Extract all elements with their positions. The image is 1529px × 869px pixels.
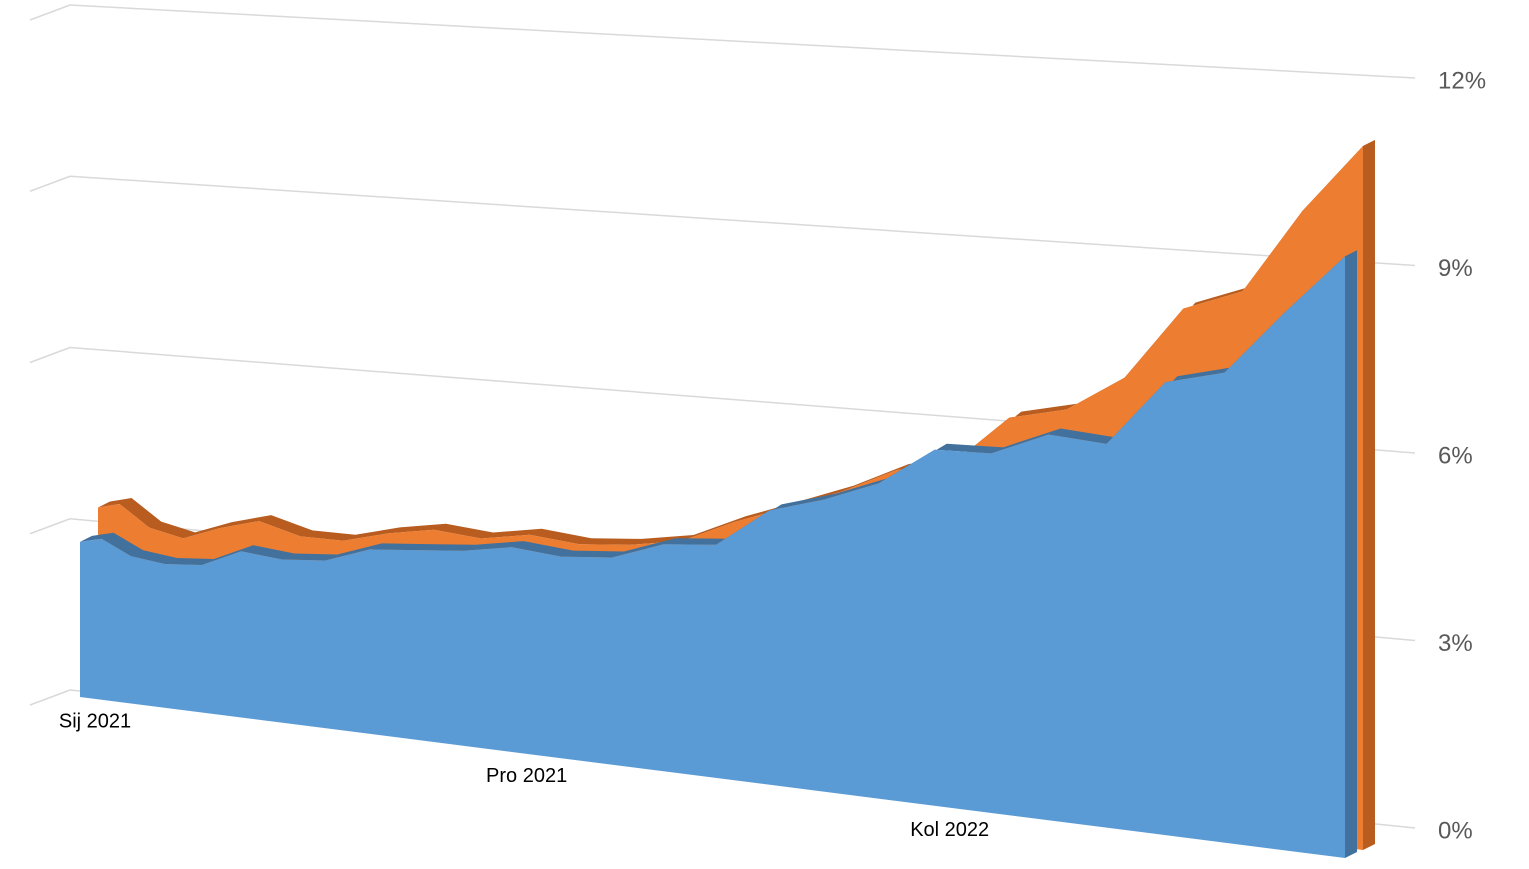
grid-stub — [29, 689, 71, 706]
x-tick-label: Sij 2021 — [59, 710, 131, 732]
grid-stub — [29, 4, 71, 21]
grid-stub — [29, 518, 71, 535]
grid-stub — [29, 175, 71, 192]
y-tick-label: 0% — [1438, 817, 1473, 844]
y-tick-label: 3% — [1438, 630, 1473, 657]
y-tick-label: 12% — [1438, 67, 1486, 94]
x-tick-label: Pro 2021 — [486, 765, 567, 787]
grid-line — [69, 4, 1416, 79]
grid-line — [69, 175, 1416, 267]
y-tick-label: 6% — [1438, 442, 1473, 469]
y-tick-label: 9% — [1438, 255, 1473, 282]
grid-stub — [29, 346, 71, 364]
x-tick-label: Kol 2022 — [910, 819, 989, 841]
area — [80, 256, 1345, 858]
area-side — [1363, 140, 1375, 850]
area-side — [1345, 250, 1357, 858]
